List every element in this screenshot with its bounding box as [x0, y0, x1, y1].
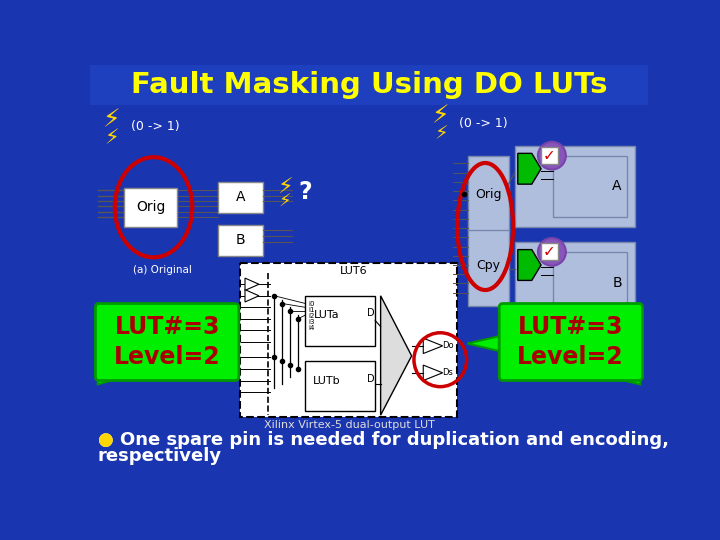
Text: (a) Original: (a) Original	[132, 265, 192, 275]
Text: LUT#=3
Level=2: LUT#=3 Level=2	[114, 315, 221, 369]
Text: A: A	[612, 179, 622, 193]
FancyBboxPatch shape	[499, 303, 642, 381]
Text: D: D	[367, 374, 375, 384]
FancyBboxPatch shape	[218, 225, 263, 256]
FancyBboxPatch shape	[305, 296, 375, 346]
Text: Xilinx Virtex-5 dual-output LUT: Xilinx Virtex-5 dual-output LUT	[264, 420, 435, 430]
Text: Orig: Orig	[136, 200, 165, 214]
Text: LUTb: LUTb	[312, 375, 340, 386]
Polygon shape	[423, 365, 443, 381]
Text: D: D	[367, 308, 375, 318]
Text: Cpy: Cpy	[477, 259, 500, 272]
FancyBboxPatch shape	[468, 156, 508, 306]
FancyBboxPatch shape	[218, 182, 263, 213]
Text: B: B	[235, 233, 246, 247]
Text: ?: ?	[299, 180, 312, 204]
FancyBboxPatch shape	[305, 361, 375, 411]
Text: Fault Masking Using DO LUTs: Fault Masking Using DO LUTs	[131, 71, 607, 99]
Text: i1: i1	[309, 307, 315, 313]
Text: ⚡: ⚡	[279, 193, 292, 211]
Text: ⚡: ⚡	[432, 104, 450, 129]
Text: ⚡: ⚡	[277, 178, 293, 198]
FancyBboxPatch shape	[96, 303, 239, 381]
Text: i2: i2	[309, 313, 315, 319]
FancyBboxPatch shape	[554, 252, 627, 314]
Polygon shape	[518, 249, 541, 280]
FancyBboxPatch shape	[541, 147, 558, 164]
Text: ✓: ✓	[543, 245, 556, 259]
Text: ✓: ✓	[543, 148, 556, 163]
Text: i3: i3	[309, 319, 315, 325]
FancyBboxPatch shape	[90, 65, 648, 105]
Polygon shape	[98, 303, 240, 384]
Polygon shape	[423, 338, 443, 354]
Text: Ds: Ds	[442, 368, 453, 377]
Polygon shape	[518, 153, 541, 184]
Text: LUTa: LUTa	[314, 310, 339, 320]
FancyBboxPatch shape	[541, 244, 558, 260]
Text: respectively: respectively	[98, 447, 222, 465]
Text: Do: Do	[442, 341, 454, 349]
Text: (0 -> 1): (0 -> 1)	[459, 117, 508, 130]
Polygon shape	[245, 289, 259, 302]
Text: ⚡: ⚡	[104, 128, 119, 148]
FancyBboxPatch shape	[515, 242, 635, 323]
Text: (0 -> 1): (0 -> 1)	[131, 120, 180, 133]
Text: ●: ●	[98, 431, 114, 449]
Text: ⚡: ⚡	[103, 108, 120, 132]
Polygon shape	[467, 303, 640, 384]
Text: B: B	[612, 276, 622, 289]
Ellipse shape	[538, 142, 566, 170]
FancyBboxPatch shape	[124, 188, 177, 226]
Text: LUT#=3
Level=2: LUT#=3 Level=2	[517, 315, 624, 369]
Text: A: A	[235, 190, 245, 204]
Text: i0: i0	[309, 300, 315, 307]
Text: ● One spare pin is needed for duplication and encoding,: ● One spare pin is needed for duplicatio…	[98, 431, 669, 449]
Polygon shape	[245, 278, 259, 291]
Text: Orig: Orig	[475, 188, 502, 201]
FancyBboxPatch shape	[515, 146, 635, 226]
Ellipse shape	[538, 238, 566, 266]
FancyBboxPatch shape	[554, 156, 627, 217]
Text: LUT6: LUT6	[340, 266, 367, 276]
Text: ⚡: ⚡	[434, 124, 448, 143]
FancyBboxPatch shape	[240, 264, 456, 417]
Polygon shape	[381, 296, 412, 415]
Text: i4: i4	[309, 325, 315, 331]
